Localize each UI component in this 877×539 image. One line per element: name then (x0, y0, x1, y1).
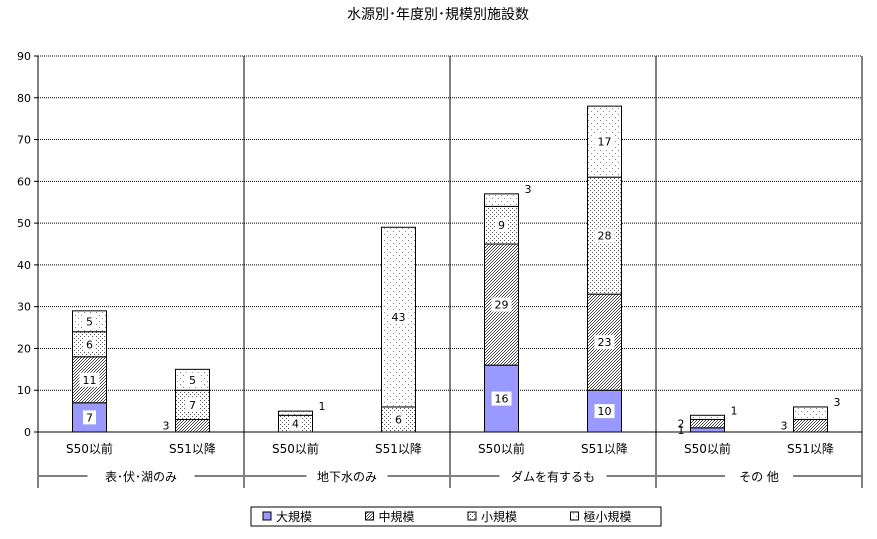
bar-segment (793, 418, 828, 433)
data-label: 11 (83, 374, 97, 387)
data-label-bg (388, 310, 409, 325)
data-label-bg (186, 397, 199, 412)
x-tick-label: S51以降 (169, 442, 216, 456)
group-label: 地下水のみ (317, 470, 377, 484)
data-label: 3 (781, 420, 788, 433)
x-tick-label: S50以前 (684, 441, 731, 456)
data-label: 7 (189, 399, 196, 412)
data-label: 7 (86, 411, 93, 424)
data-label-bg (594, 228, 615, 243)
data-label-bg (79, 372, 100, 387)
data-label: 10 (598, 405, 612, 418)
y-tick-label: 90 (17, 50, 31, 63)
data-label: 3 (163, 420, 170, 433)
y-tick-label: 0 (24, 426, 31, 439)
data-label: 4 (292, 418, 299, 431)
data-label: 9 (498, 219, 505, 232)
y-tick-label: 40 (17, 259, 31, 272)
bar-segment (278, 410, 313, 416)
legend-swatch (262, 511, 272, 521)
legend-label: 小規模 (481, 509, 517, 524)
data-label: 17 (598, 136, 612, 149)
y-tick-label: 70 (17, 134, 31, 147)
group-label: その 他 (739, 470, 779, 484)
bar-segment (690, 414, 725, 420)
data-label-bg (289, 416, 302, 431)
y-tick-label: 80 (17, 92, 31, 105)
data-label: 1 (731, 404, 738, 417)
data-label: 6 (86, 338, 93, 351)
bar-segment (793, 406, 828, 420)
data-label: 5 (86, 315, 93, 328)
bar-segment (690, 427, 725, 433)
data-label-bg (186, 372, 199, 387)
group-label: ダムを有するも (511, 469, 595, 484)
data-label-bg (83, 410, 96, 425)
legend-label: 大規模 (276, 509, 312, 524)
legend-swatch (570, 511, 579, 521)
data-label-bg (594, 335, 615, 350)
data-label: 3 (834, 396, 841, 409)
data-label-bg (491, 391, 512, 406)
bar-segment (484, 193, 519, 207)
group-label: 表･伏･湖のみ (105, 469, 177, 484)
data-label-bg (594, 404, 615, 419)
legend-swatch (365, 511, 374, 521)
data-label: 16 (495, 393, 509, 406)
x-tick-label: S50以前 (272, 441, 319, 456)
data-label: 23 (598, 336, 612, 349)
chart-title: 水源別･年度別･規模別施設数 (347, 7, 529, 23)
data-label-bg (495, 218, 508, 233)
x-tick-label: S50以前 (478, 441, 525, 456)
data-label-bg (392, 412, 405, 427)
data-label: 5 (189, 374, 196, 387)
legend-box (250, 506, 662, 527)
y-tick-label: 20 (17, 342, 31, 355)
data-label-bg (491, 297, 512, 312)
y-tick-label: 50 (17, 217, 31, 230)
bar-segment (690, 418, 725, 429)
data-label-bg (83, 337, 96, 352)
data-label-bg (594, 134, 615, 149)
x-tick-label: S51以降 (375, 442, 422, 456)
data-label: 29 (495, 299, 509, 312)
data-label: 28 (598, 230, 612, 243)
data-label: 43 (392, 311, 406, 324)
data-label: 1 (678, 424, 685, 437)
data-label-bg (83, 314, 96, 329)
data-label: 6 (395, 413, 402, 426)
x-tick-label: S51以降 (581, 442, 628, 456)
data-label: 1 (319, 400, 326, 413)
legend-swatch (467, 511, 477, 521)
data-label: 3 (525, 183, 532, 196)
legend-label: 極小規模 (584, 509, 632, 524)
y-tick-label: 60 (17, 175, 31, 188)
y-tick-label: 30 (17, 301, 31, 314)
y-tick-label: 10 (17, 384, 31, 397)
legend-label: 中規模 (379, 509, 415, 524)
bar-segment (175, 418, 210, 433)
x-tick-label: S51以降 (787, 442, 834, 456)
x-tick-label: S50以前 (66, 441, 113, 456)
data-label: 2 (678, 418, 685, 431)
